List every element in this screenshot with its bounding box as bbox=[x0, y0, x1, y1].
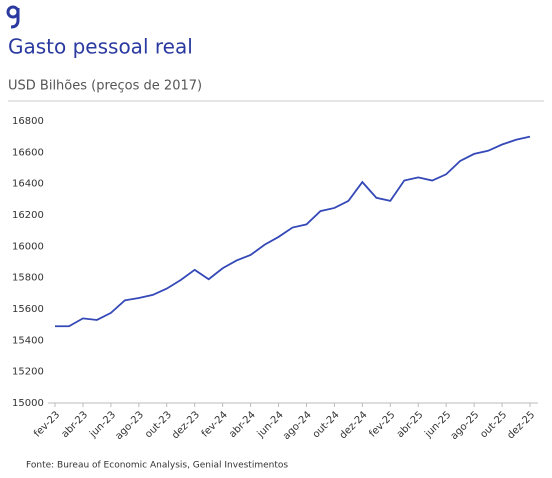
x-tick-label: ago-25 bbox=[449, 409, 482, 442]
y-tick-label: 15600 bbox=[12, 304, 44, 315]
y-tick-label: 15400 bbox=[12, 335, 44, 346]
x-tick-label: dez-23 bbox=[170, 409, 202, 441]
chart-title: Gasto pessoal real bbox=[8, 35, 193, 59]
logo bbox=[6, 5, 20, 29]
x-tick-label: ago-24 bbox=[281, 409, 314, 442]
x-tick-label: abr-24 bbox=[227, 409, 258, 440]
x-tick-label: jun-25 bbox=[422, 409, 453, 440]
x-tick-label: abr-25 bbox=[395, 409, 426, 440]
x-tick-label: out-23 bbox=[143, 409, 174, 440]
x-tick-label: jun-24 bbox=[255, 409, 286, 440]
x-tick-label: dez-25 bbox=[505, 409, 537, 441]
y-tick-label: 15200 bbox=[12, 367, 44, 378]
x-tick-label: out-24 bbox=[311, 409, 342, 440]
x-tick-label: fev-23 bbox=[32, 409, 62, 439]
x-tick-label: out-25 bbox=[478, 409, 509, 440]
line bbox=[55, 135, 531, 328]
source: Fonte: Bureau of Economic Analysis, Geni… bbox=[26, 461, 288, 471]
y-tick-label: 15000 bbox=[12, 398, 44, 409]
chart-subtitle: USD Bilhões (preços de 2017) bbox=[8, 79, 202, 94]
y-tick-label: 16200 bbox=[12, 210, 44, 221]
y-tick-label: 15800 bbox=[12, 273, 44, 284]
y-tick-label: 16400 bbox=[12, 179, 44, 190]
x-tick-label: abr-23 bbox=[60, 409, 91, 440]
y-tick-label: 16800 bbox=[12, 116, 44, 127]
x-tick-label: jun-23 bbox=[87, 409, 118, 440]
x-tick-label: ago-23 bbox=[113, 409, 146, 442]
y-tick-label: 16000 bbox=[12, 241, 44, 252]
x-tick-label: fev-24 bbox=[200, 409, 230, 439]
x-tick-label: dez-24 bbox=[338, 409, 370, 441]
x-tick-label: fev-25 bbox=[367, 409, 397, 439]
y-tick-label: 16600 bbox=[12, 147, 44, 158]
